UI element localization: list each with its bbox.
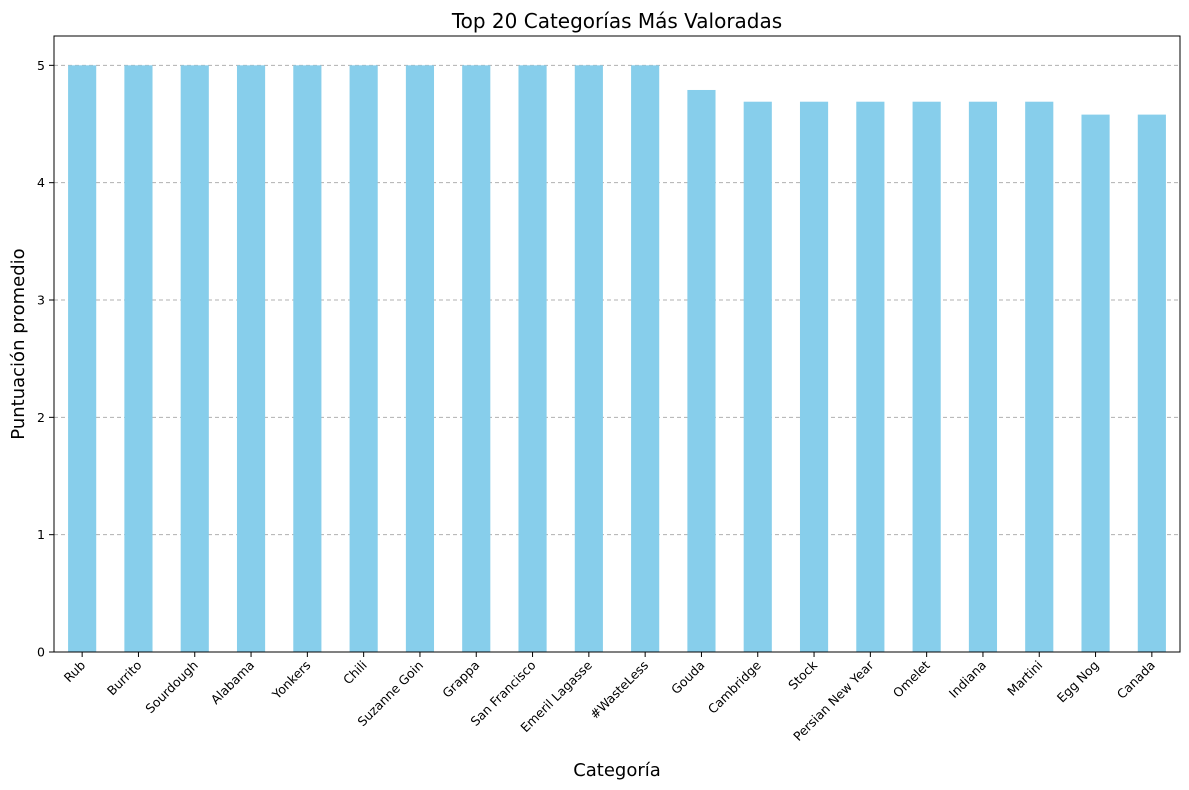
y-tick-label: 0 (37, 645, 45, 660)
y-tick-label: 1 (37, 527, 45, 542)
plot-frame (53, 35, 1181, 653)
bar (236, 65, 266, 653)
y-gridlines (54, 64, 1180, 653)
bar (405, 65, 435, 653)
y-tick-label: 4 (37, 175, 45, 190)
x-tick-label: Burrito (104, 658, 145, 699)
bar (574, 65, 603, 653)
x-tick-label: Indiana (946, 658, 989, 701)
x-tick-label: Stock (785, 657, 821, 693)
x-tick-label: Alabama (208, 658, 258, 708)
bar (1137, 114, 1166, 652)
bar (349, 65, 378, 653)
chart-title: Top 20 Categorías Más Valoradas (451, 9, 782, 33)
x-tick-label: Yonkers (268, 658, 313, 703)
x-tick-label: Rub (61, 657, 89, 685)
bar (180, 65, 209, 653)
x-tick-label: Egg Nog (1054, 658, 1102, 706)
y-tick-label: 3 (37, 293, 45, 308)
bar (743, 101, 772, 652)
bar (856, 101, 885, 652)
y-tick-label: 2 (37, 410, 45, 425)
y-axis-ticks: 0 1 2 3 4 5 (37, 58, 54, 660)
bar (631, 65, 660, 653)
bar (293, 65, 322, 653)
x-tick-label: Martini (1004, 658, 1045, 699)
bar (518, 65, 547, 653)
bar (799, 101, 829, 652)
bar (968, 101, 998, 652)
bar (68, 65, 97, 653)
bar (912, 101, 941, 652)
x-tick-label: Gouda (668, 658, 707, 697)
bar (124, 65, 153, 653)
bar (462, 65, 491, 653)
x-tick-label: Sourdough (142, 658, 201, 717)
bar (1025, 101, 1054, 652)
y-tick-label: 5 (37, 58, 45, 73)
bars (68, 65, 1166, 653)
x-tick-label: Canada (1114, 658, 1158, 702)
x-tick-label: Grappa (439, 658, 482, 701)
bar (1081, 114, 1110, 652)
x-tick-label: #WasteLess (587, 658, 652, 723)
x-axis-label: Categoría (573, 760, 661, 781)
bar (687, 89, 716, 653)
y-axis-label: Puntuación promedio (8, 248, 29, 439)
x-tick-label: Omelet (890, 657, 933, 700)
x-tick-label: Chili (340, 658, 370, 688)
x-tick-label: Cambridge (705, 657, 764, 716)
